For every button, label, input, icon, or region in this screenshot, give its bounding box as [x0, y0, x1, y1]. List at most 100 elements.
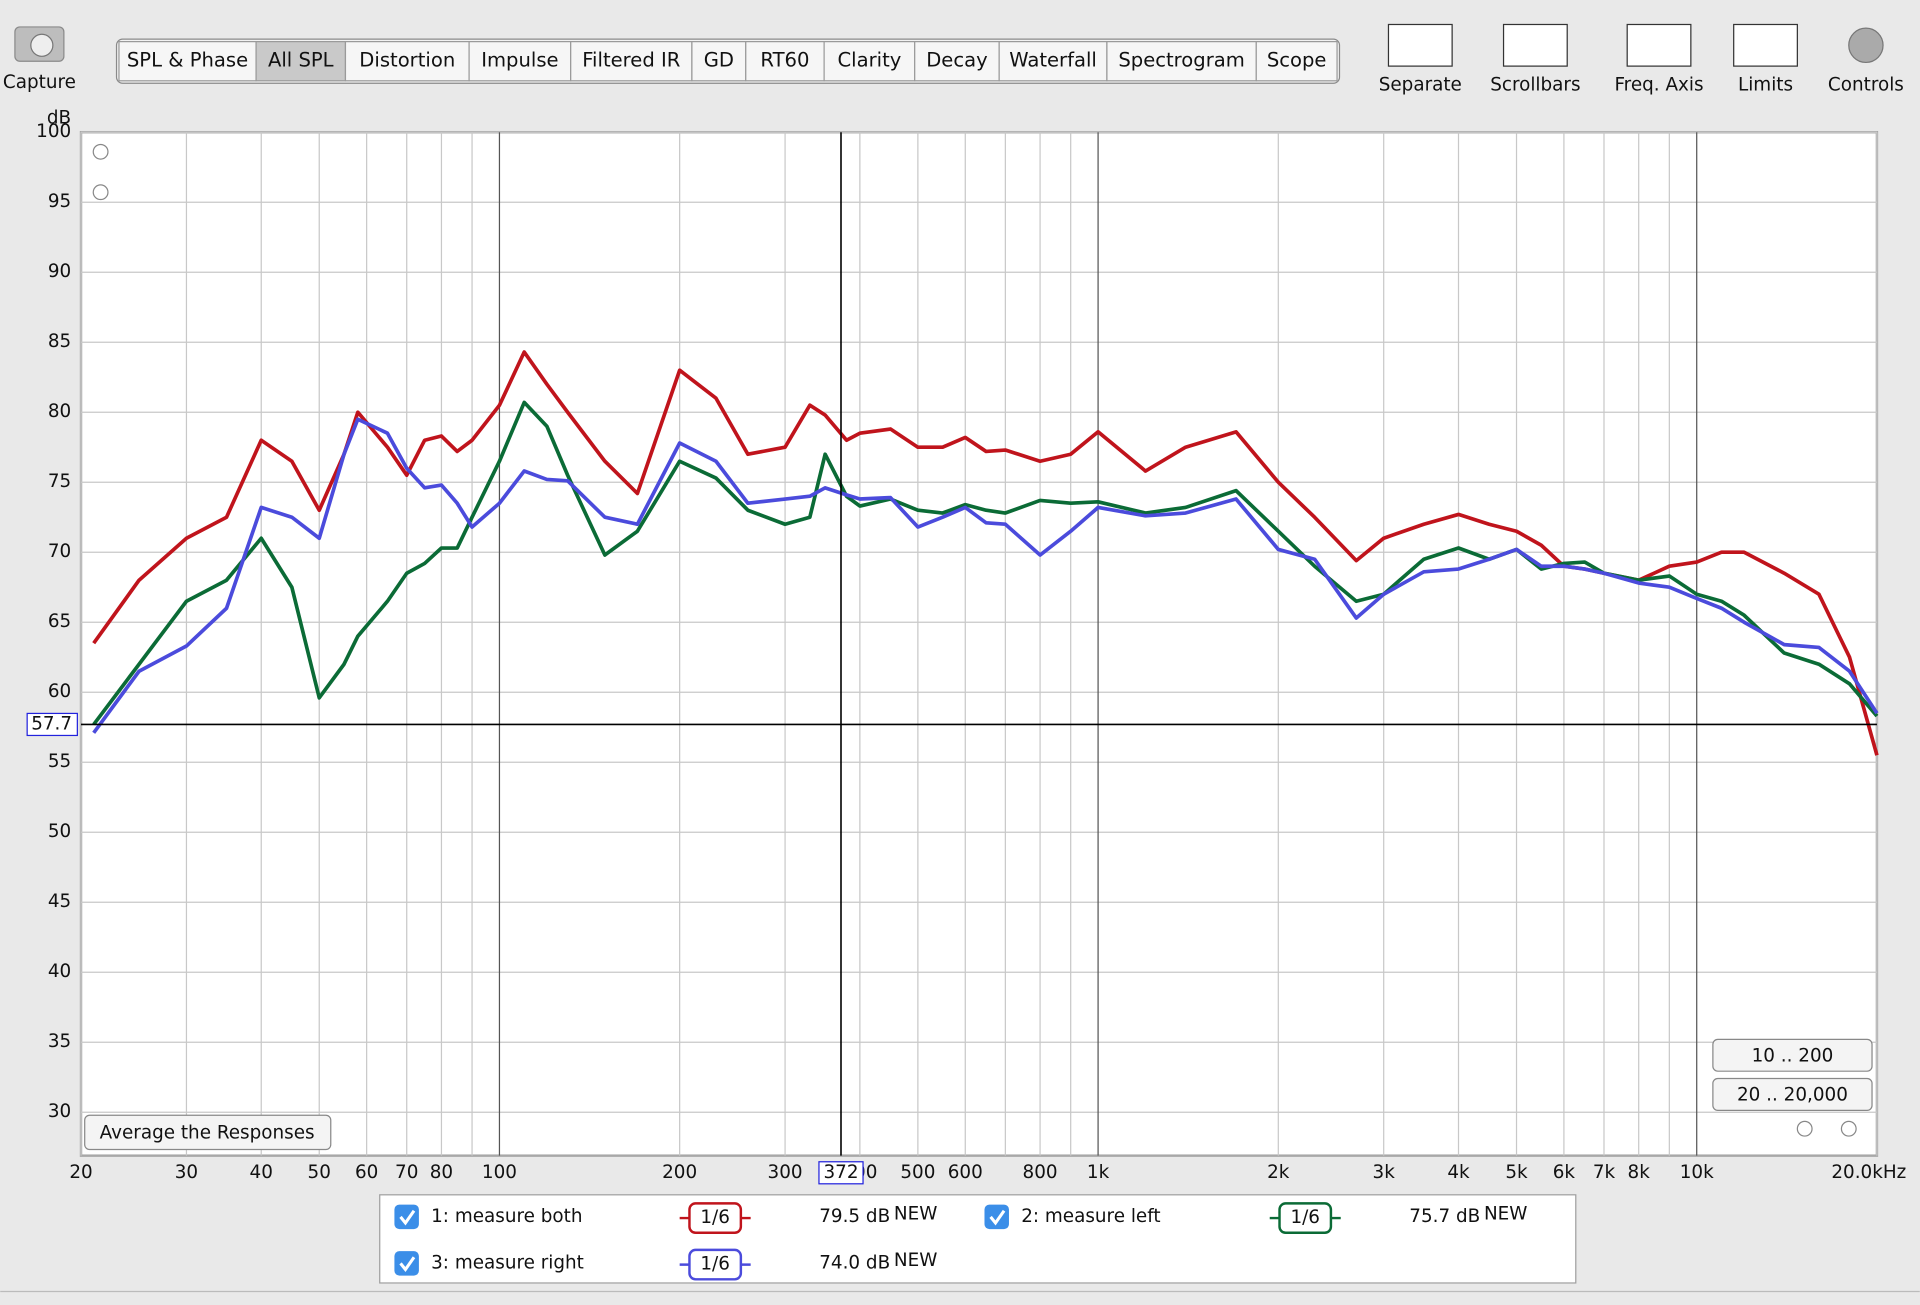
x-tick-label: 10k — [1680, 1162, 1714, 1183]
x-tick-label: 20 — [69, 1162, 92, 1183]
x-tick-label: 1k — [1087, 1162, 1110, 1183]
tool-icon — [1848, 27, 1884, 64]
tab-frame — [344, 41, 470, 82]
x-tick-label: 7k — [1593, 1162, 1616, 1183]
smoothing-box[interactable] — [688, 1202, 743, 1234]
zoom-icons[interactable] — [92, 143, 1857, 1137]
x-tick-label: 50 — [308, 1162, 331, 1183]
axis-labels: 30 35 40 45 50 55 60 65 70 75 80 85 90 95 100 20 30 40 50 6… — [26, 121, 1906, 1185]
x-tick-label: 70 — [395, 1162, 418, 1183]
x-tick-label: 5k — [1505, 1162, 1528, 1183]
capture-button[interactable]: Capture — [3, 26, 76, 93]
x-tick-label: 60 — [355, 1162, 378, 1183]
zoom-in-icon[interactable] — [92, 143, 109, 160]
legend-badge: NEW — [894, 1250, 938, 1271]
smoothing-box[interactable] — [1278, 1202, 1333, 1234]
tool-button[interactable]: Separate — [1379, 23, 1462, 96]
x-tick-label: 40 — [250, 1162, 273, 1183]
tab[interactable]: SPL & Phase — [118, 41, 257, 82]
x-tick-label: 200 — [662, 1162, 697, 1183]
tab-label: Clarity — [837, 49, 901, 72]
x-tick-label: 4k — [1447, 1162, 1470, 1183]
tab[interactable]: Scope — [1255, 41, 1338, 82]
tool-button[interactable]: Scrollbars — [1490, 23, 1581, 96]
tab[interactable]: Impulse — [468, 41, 572, 82]
tab[interactable]: Waterfall — [998, 41, 1108, 82]
y-tick-label: 70 — [48, 541, 71, 562]
x-tick-label: 800 — [1023, 1162, 1058, 1183]
tab-frame — [745, 41, 825, 82]
tab[interactable]: All SPL — [255, 41, 347, 82]
legend-checkbox[interactable] — [984, 1204, 1009, 1230]
y-tick-label: 50 — [48, 821, 71, 842]
button-frame — [84, 1114, 332, 1151]
x-tick-label: 30 — [175, 1162, 198, 1183]
tab-frame — [914, 41, 1000, 82]
tab[interactable]: Filtered IR — [570, 41, 693, 82]
cursor — [81, 132, 1877, 1156]
tool-button[interactable]: Limits — [1733, 23, 1798, 96]
legend-entry[interactable]: 2: measure left 1/6 75.7 dB NEW — [984, 1202, 1527, 1234]
tool-icon — [1387, 23, 1453, 67]
tab-label: RT60 — [760, 49, 809, 72]
smoothing-box[interactable] — [688, 1248, 743, 1281]
tab-frame — [1255, 41, 1338, 82]
y-tick-label: 30 — [48, 1101, 71, 1122]
range-full-button[interactable]: 20 .. 20,000 — [1712, 1077, 1873, 1111]
y-tick-label: 35 — [48, 1031, 71, 1052]
tool-icon — [1502, 23, 1568, 67]
spl-curve — [92, 417, 1879, 734]
legend-level: 74.0 dB — [819, 1252, 890, 1273]
x-tick-label: 80 — [430, 1162, 453, 1183]
tab-label: SPL & Phase — [127, 49, 248, 72]
y-tick-label: 55 — [48, 751, 71, 772]
x-tick-label: 600 — [948, 1162, 983, 1183]
range-low-button[interactable]: 10 .. 200 — [1712, 1038, 1873, 1072]
legend-checkbox[interactable] — [394, 1251, 419, 1276]
tab[interactable]: Spectrogram — [1106, 41, 1257, 82]
camera-lens — [30, 33, 54, 57]
grid — [80, 131, 1878, 1156]
tool-button[interactable]: Controls — [1828, 27, 1904, 96]
legend-entry[interactable]: 1: measure both 1/6 79.5 dB NEW — [394, 1202, 938, 1234]
tool-label: Freq. Axis — [1614, 75, 1703, 96]
legend: 1: measure both 1/6 79.5 dB NEW 2: measure l… — [394, 1202, 1527, 1281]
legend-box — [379, 1194, 1577, 1284]
legend-badge: NEW — [894, 1203, 938, 1224]
y-tick-label: 95 — [48, 191, 71, 212]
tab[interactable]: RT60 — [745, 41, 825, 82]
x-tick-label: 6k — [1553, 1162, 1576, 1183]
tool-button[interactable]: Freq. Axis — [1614, 23, 1704, 96]
zoom-out-icon[interactable] — [92, 184, 109, 201]
tab[interactable]: Decay — [914, 41, 1000, 82]
button-frame — [1712, 1077, 1873, 1111]
tab-label: Waterfall — [1009, 49, 1097, 72]
tool-icons: Separate Scrollbars Freq. Axis Limits Contro… — [1379, 23, 1904, 96]
tool-label: Controls — [1828, 75, 1904, 96]
button-label: 10 .. 200 — [1752, 1045, 1834, 1066]
y-tick-label: 90 — [48, 261, 71, 282]
tab[interactable]: GD — [691, 41, 747, 82]
tool-label: Limits — [1738, 75, 1793, 96]
zoom-out-icon[interactable] — [1796, 1120, 1813, 1137]
y-tick-label: 40 — [48, 961, 71, 982]
legend-entry[interactable]: 3: measure right 1/6 74.0 dB NEW — [394, 1248, 938, 1281]
cursor-x-box — [818, 1161, 864, 1185]
y-axis-label: dB — [47, 108, 71, 129]
zoom-in-icon[interactable] — [1840, 1120, 1857, 1137]
cursor-x-label: 372 — [823, 1162, 858, 1183]
tool-icon — [1733, 23, 1798, 67]
legend-checkbox[interactable] — [394, 1204, 419, 1230]
tab[interactable]: Distortion — [344, 41, 470, 82]
legend-level: 79.5 dB — [819, 1206, 890, 1227]
x-tick-label: 2k — [1267, 1162, 1290, 1183]
smoothing-label: 1/6 — [700, 1207, 730, 1228]
average-button[interactable]: Average the Responses — [84, 1114, 332, 1151]
button-frame — [1712, 1038, 1873, 1072]
tab[interactable]: Clarity — [823, 41, 916, 82]
tab-frame — [118, 41, 257, 82]
tab-label: Decay — [926, 49, 987, 72]
legend-name: 1: measure both — [431, 1206, 582, 1227]
